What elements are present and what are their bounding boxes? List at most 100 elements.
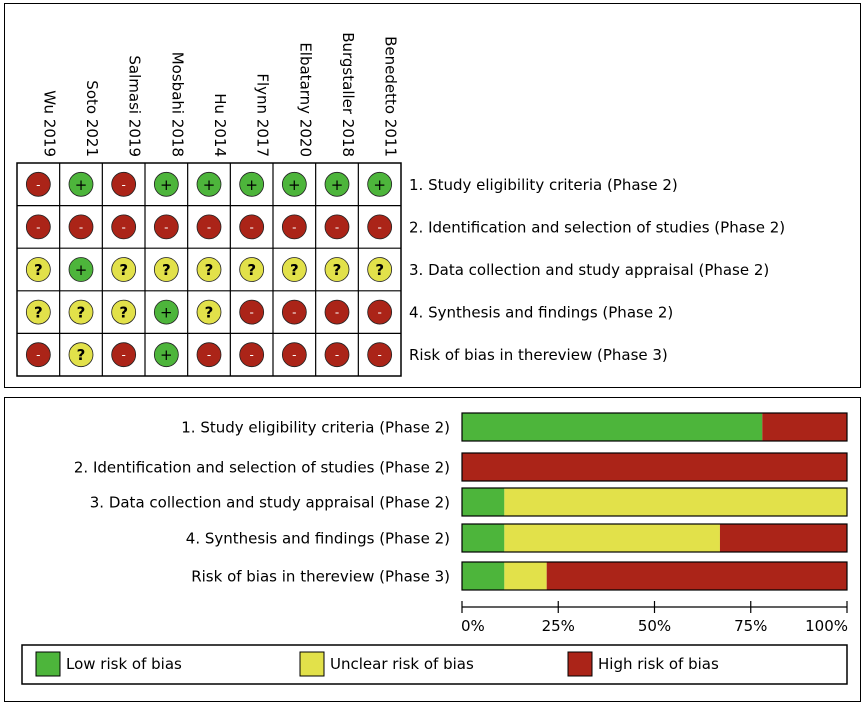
rating-symbol: ? xyxy=(162,261,171,279)
rating-symbol: + xyxy=(160,176,173,194)
bar-outline xyxy=(461,487,848,517)
rating-symbol: - xyxy=(249,348,253,362)
rating-high-icon xyxy=(68,214,94,240)
rating-symbol: + xyxy=(160,304,173,322)
rating-symbol: - xyxy=(292,220,296,234)
rating-symbol: + xyxy=(75,261,88,279)
rating-unclear-icon xyxy=(111,299,137,325)
rating-unclear-icon xyxy=(367,257,393,282)
bar-label-1: 2. Identification and selection of studi… xyxy=(74,459,450,477)
rating-high-icon xyxy=(111,342,137,368)
legend-swatch-unclear xyxy=(299,651,325,677)
study-label-3: Mosbahi 2018 xyxy=(168,52,186,157)
bar-segment-low xyxy=(462,524,505,552)
rating-symbol: + xyxy=(373,176,386,194)
rating-high-icon xyxy=(25,171,51,197)
rating-symbol: - xyxy=(207,348,211,362)
rating-symbol: - xyxy=(36,348,40,362)
rating-symbol: ? xyxy=(34,261,43,279)
rating-low-icon xyxy=(153,342,179,368)
rating-unclear-icon xyxy=(68,299,94,325)
bar-outline xyxy=(461,412,848,442)
rating-symbol: ? xyxy=(333,261,342,279)
rating-high-icon xyxy=(281,342,307,368)
study-label-5: Flynn 2017 xyxy=(254,73,272,157)
rating-symbol: + xyxy=(331,176,344,194)
bar-segment-low xyxy=(462,562,505,590)
rating-symbol: ? xyxy=(247,261,256,279)
bar-label-0: 1. Study eligibility criteria (Phase 2) xyxy=(181,419,450,437)
rating-unclear-icon xyxy=(324,257,350,282)
bar-outline xyxy=(461,561,848,591)
rating-high-icon xyxy=(281,214,307,240)
rating-symbol: ? xyxy=(34,304,43,322)
rating-high-icon xyxy=(367,214,393,240)
rating-low-icon xyxy=(367,171,393,197)
rating-high-icon xyxy=(324,342,350,368)
rating-high-icon xyxy=(111,171,137,197)
study-label-0: Wu 2019 xyxy=(40,90,58,157)
x-tick-label: 50% xyxy=(638,617,671,635)
bar-segment-high xyxy=(546,562,847,590)
bar-segment-unclear xyxy=(504,524,720,552)
rating-symbol: - xyxy=(121,178,125,192)
rating-unclear-icon xyxy=(25,299,51,325)
rating-symbol: - xyxy=(79,220,83,234)
rating-low-icon xyxy=(281,171,307,197)
rating-symbol: + xyxy=(245,176,258,194)
rating-symbol: ? xyxy=(119,304,128,322)
bar-segment-high xyxy=(719,524,847,552)
x-tick-label: 25% xyxy=(542,617,575,635)
rating-symbol: - xyxy=(335,306,339,320)
rating-symbol: + xyxy=(203,176,216,194)
rating-symbol: - xyxy=(335,348,339,362)
rating-symbol: - xyxy=(249,306,253,320)
rating-low-icon xyxy=(324,171,350,197)
rating-high-icon xyxy=(25,342,51,368)
rating-symbol: + xyxy=(288,176,301,194)
rating-symbol: ? xyxy=(290,261,299,279)
bar-segment-high xyxy=(462,453,847,481)
bar-label-4: Risk of bias in thereview (Phase 3) xyxy=(191,568,450,586)
rating-symbol: + xyxy=(75,176,88,194)
rating-symbol: - xyxy=(36,220,40,234)
rating-high-icon xyxy=(111,214,137,240)
legend-label-high: High risk of bias xyxy=(598,655,719,673)
bar-segment-unclear xyxy=(504,488,847,516)
rating-symbol: + xyxy=(160,346,173,364)
x-tick-label: 0% xyxy=(461,617,485,635)
rating-unclear-icon xyxy=(196,257,222,282)
rating-symbol: ? xyxy=(77,346,86,364)
risk-of-bias-summary-panel xyxy=(4,3,861,388)
domain-label-2: 3. Data collection and study appraisal (… xyxy=(409,261,769,279)
rating-high-icon xyxy=(324,299,350,325)
rating-symbol: - xyxy=(207,220,211,234)
bar-outline xyxy=(461,523,848,553)
rating-symbol: - xyxy=(121,220,125,234)
bar-segment-low xyxy=(462,488,505,516)
rating-low-icon xyxy=(196,171,222,197)
study-label-6: Elbatarny 2020 xyxy=(296,42,314,157)
domain-label-0: 1. Study eligibility criteria (Phase 2) xyxy=(409,176,678,194)
rating-high-icon xyxy=(196,342,222,368)
rating-symbol: - xyxy=(335,220,339,234)
rating-symbol: - xyxy=(292,306,296,320)
rating-symbol: ? xyxy=(205,261,214,279)
legend-swatch-high xyxy=(567,651,593,677)
rating-symbol: ? xyxy=(119,261,128,279)
rating-low-icon xyxy=(68,171,94,197)
bar-segment-low xyxy=(462,413,763,441)
rating-unclear-icon xyxy=(196,299,222,325)
rating-unclear-icon xyxy=(68,342,94,368)
rating-high-icon xyxy=(367,299,393,325)
rating-high-icon xyxy=(367,342,393,368)
rating-high-icon xyxy=(153,214,179,240)
rating-symbol: ? xyxy=(77,304,86,322)
study-label-7: Burgstaller 2018 xyxy=(339,32,357,157)
rating-symbol: - xyxy=(377,306,381,320)
legend-label-unclear: Unclear risk of bias xyxy=(330,655,474,673)
bar-segment-unclear xyxy=(504,562,547,590)
rating-unclear-icon xyxy=(25,257,51,282)
rating-high-icon xyxy=(25,214,51,240)
